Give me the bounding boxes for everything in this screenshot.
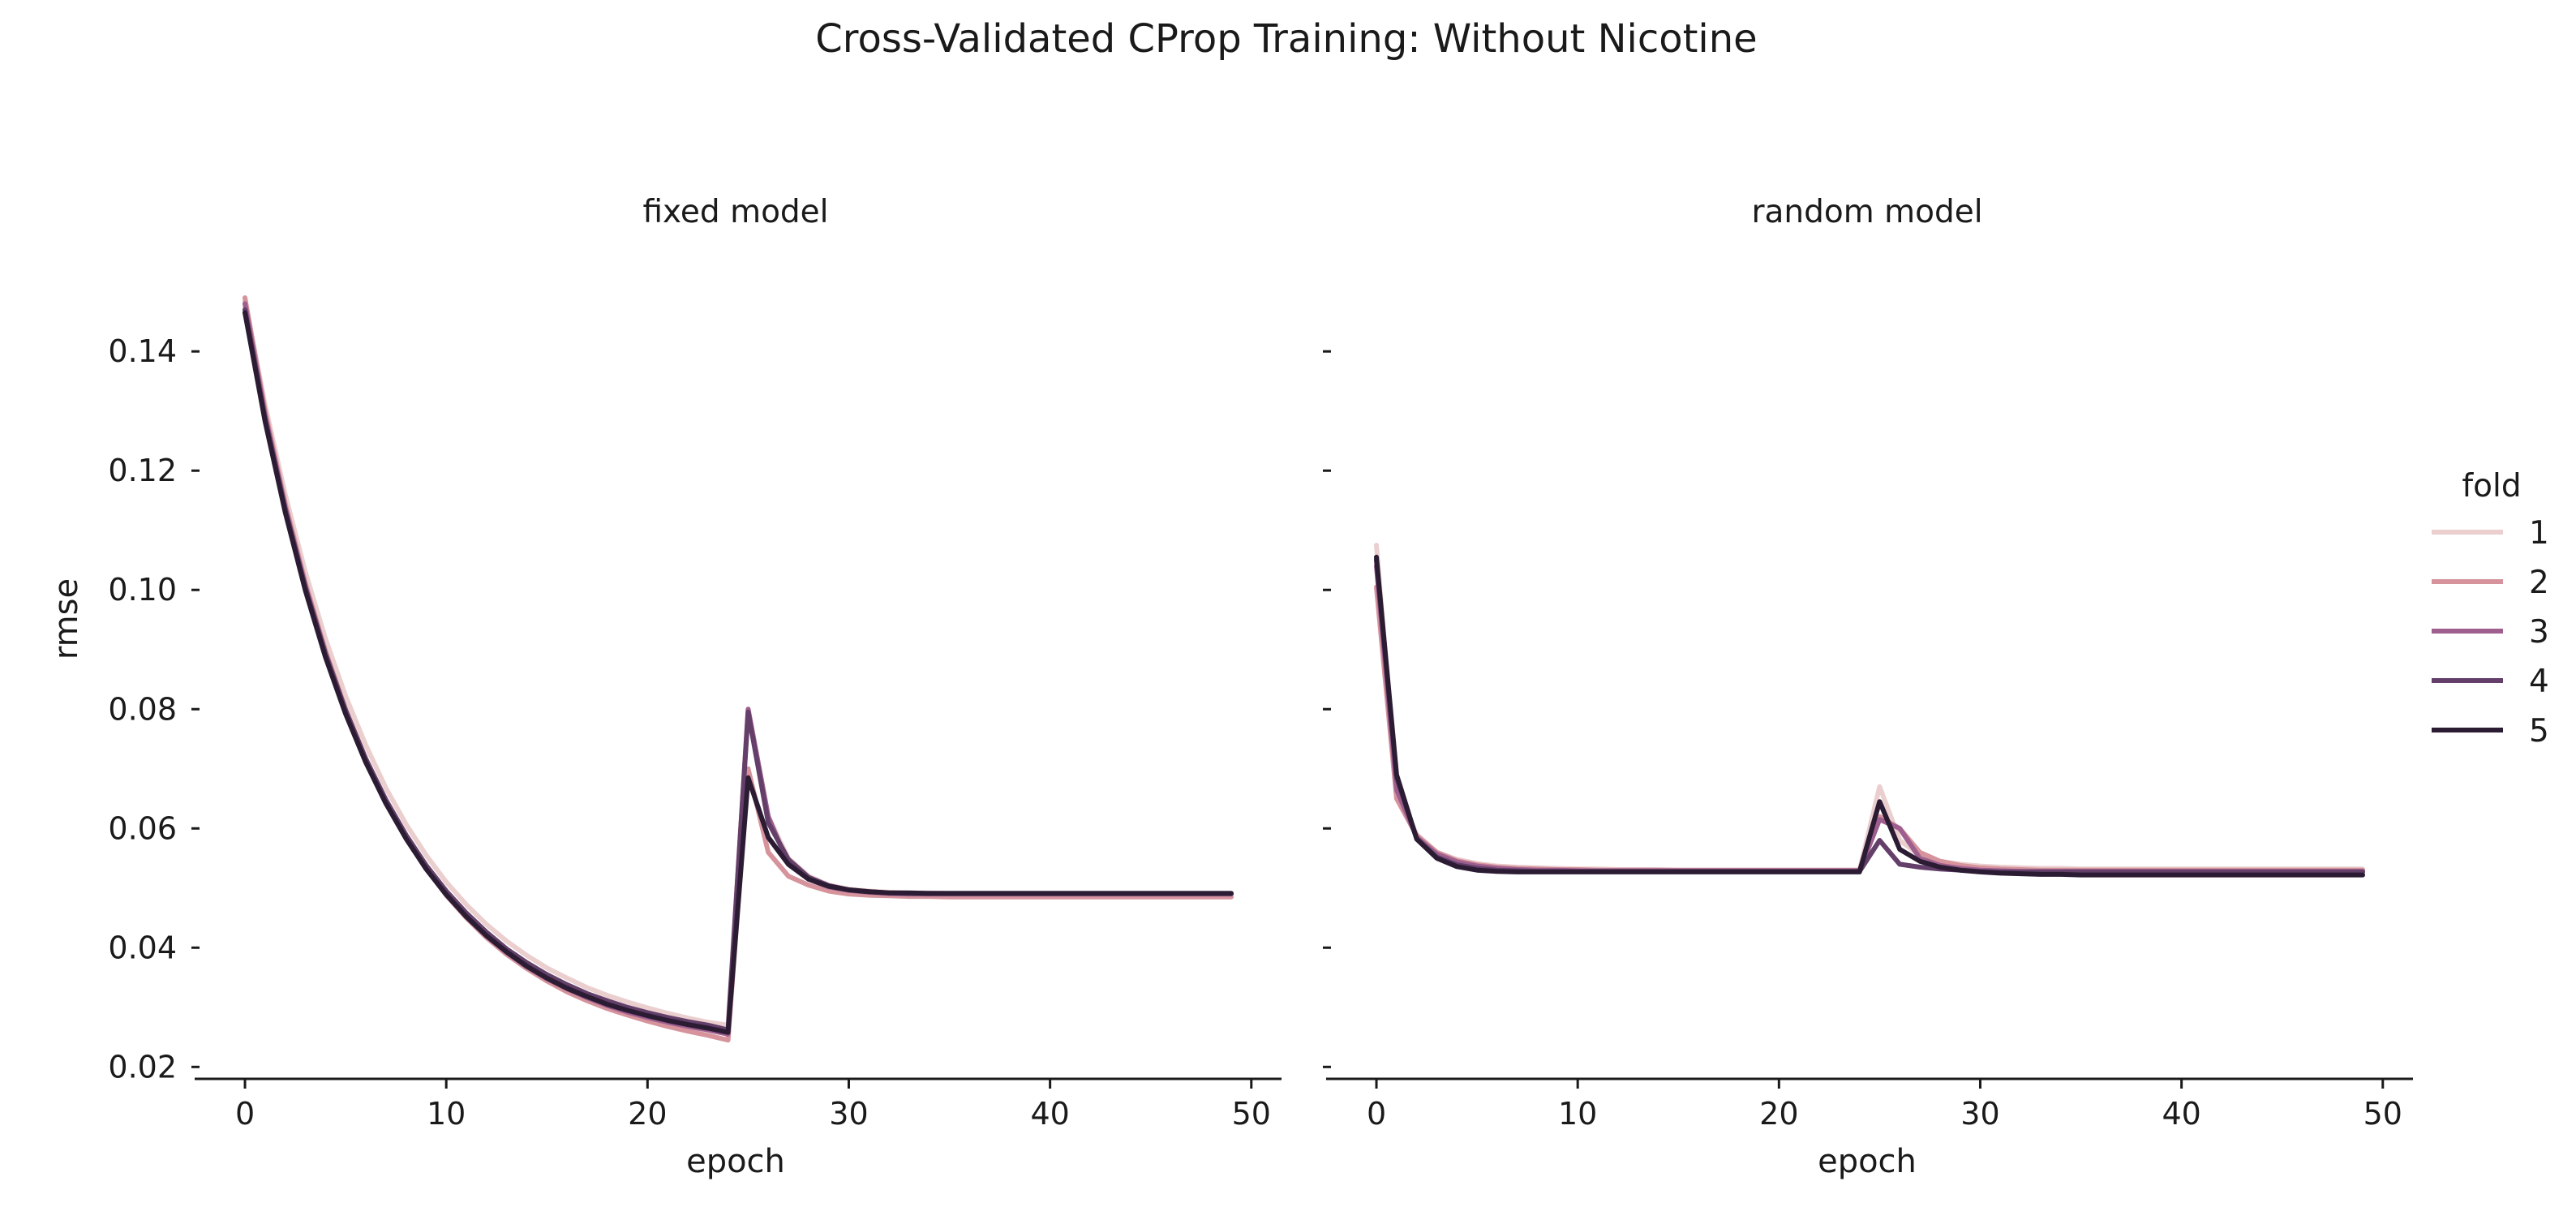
series-line-fold-5 [243, 310, 1234, 1035]
y-ticks: 0.02 0.04 0.06 0.08 0.10 0.12 0.14 [108, 333, 200, 1085]
panel-title: fixed model [642, 194, 828, 230]
x-tick-label: 0 [235, 1096, 255, 1132]
x-tick-label: 10 [1558, 1096, 1597, 1132]
legend-title: fold [2462, 468, 2521, 505]
x-tick-label: 0 [1367, 1096, 1386, 1132]
y-axis-label: rmse [48, 578, 85, 659]
x-axis-label: epoch [686, 1143, 785, 1180]
x-tick-label: 30 [1960, 1096, 1999, 1132]
y-tick-label: 0.10 [108, 572, 177, 608]
series-group [1374, 543, 2365, 878]
legend-label: 2 [2529, 565, 2549, 601]
y-tick-label: 0.02 [108, 1049, 177, 1085]
x-tick-label: 50 [2363, 1096, 2402, 1132]
legend-label: 4 [2529, 664, 2549, 700]
y-ticks [1323, 350, 1331, 1068]
x-tick-label: 20 [1759, 1096, 1798, 1132]
series-group [243, 295, 1234, 1043]
y-tick-label: 0.08 [108, 691, 177, 727]
panel-random-model: random model 0 10 20 30 40 50 epoch [1323, 194, 2413, 1180]
legend-label: 5 [2529, 713, 2549, 750]
x-tick-label: 40 [1030, 1096, 1069, 1132]
x-axis-label: epoch [1818, 1143, 1917, 1180]
series-line-fold-5 [1374, 554, 2365, 878]
y-tick-label: 0.14 [108, 333, 177, 369]
legend: fold 1 2 3 4 5 [2432, 468, 2549, 750]
x-tick-label: 30 [829, 1096, 868, 1132]
legend-items: 1 2 3 4 5 [2432, 515, 2549, 750]
y-tick-label: 0.12 [108, 453, 177, 488]
x-tick-label: 20 [628, 1096, 667, 1132]
x-ticks: 0 10 20 30 40 50 [1367, 1079, 2402, 1132]
series-line-fold-1 [1374, 543, 2365, 873]
x-tick-label: 10 [427, 1096, 466, 1132]
x-tick-label: 50 [1232, 1096, 1271, 1132]
figure-title: Cross-Validated CProp Training: Without … [815, 16, 1757, 62]
panel-fixed-model: fixed model 0.02 0.04 0.06 0.08 0.10 0.12 0.14… [48, 194, 1282, 1180]
legend-label: 3 [2529, 614, 2549, 651]
x-ticks: 0 10 20 30 40 50 [235, 1079, 1271, 1132]
panel-title: random model [1751, 194, 1982, 230]
y-tick-label: 0.04 [108, 930, 177, 965]
y-tick-label: 0.06 [108, 810, 177, 846]
x-tick-label: 40 [2162, 1096, 2200, 1132]
legend-label: 1 [2529, 515, 2549, 552]
